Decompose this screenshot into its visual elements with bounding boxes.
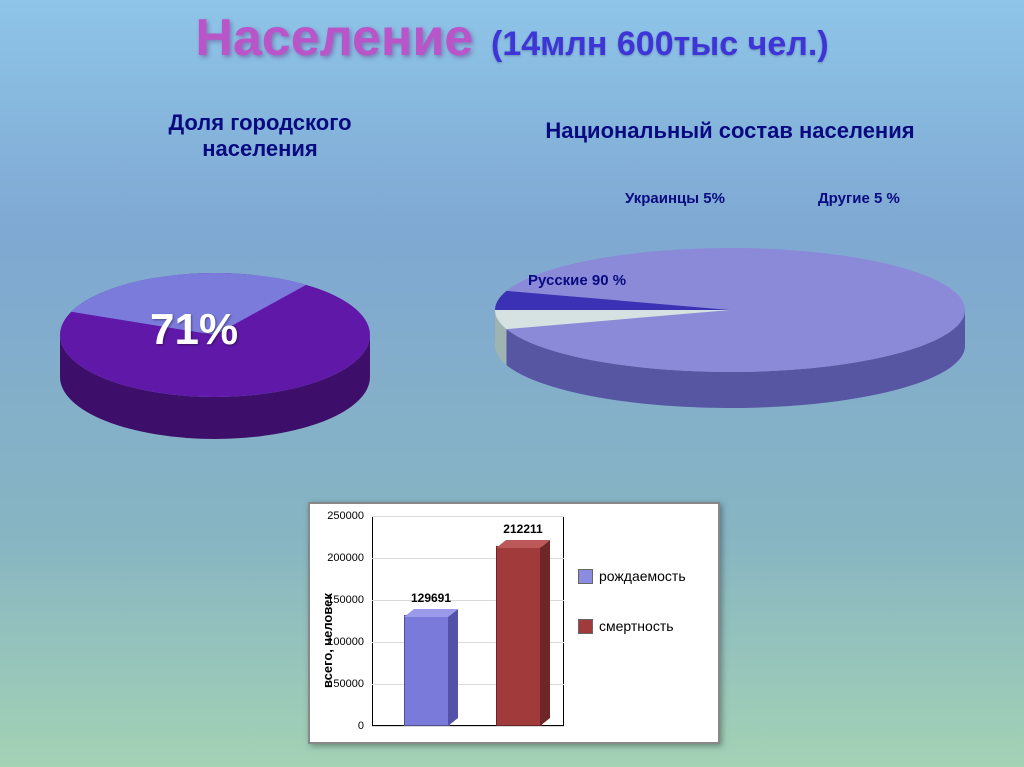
- ethnic-composition-pie-chart: [493, 246, 967, 410]
- y-tick-label: 250000: [320, 510, 364, 522]
- bar-value-label: 212211: [503, 522, 542, 536]
- ethnic-slice-label: Русские 90 %: [528, 272, 626, 289]
- urban-share-percent-label: 71%: [150, 305, 238, 355]
- legend-swatch: [578, 569, 593, 584]
- legend-label: рождаемость: [599, 568, 686, 584]
- bar: [496, 540, 550, 726]
- page-title: Население: [195, 8, 473, 68]
- y-tick-label: 150000: [320, 594, 364, 606]
- bar: [404, 609, 458, 726]
- grid-line: [372, 516, 564, 517]
- y-tick-label: 0: [320, 720, 364, 732]
- urban-share-pie-chart: [58, 271, 372, 441]
- bar-legend: рождаемость смертность: [578, 568, 686, 668]
- grid-line: [372, 726, 564, 727]
- ethnic-composition-chart-title: Национальный состав населения: [500, 118, 960, 144]
- legend-label: смертность: [599, 618, 674, 634]
- legend-item: рождаемость: [578, 568, 686, 584]
- y-tick-label: 200000: [320, 552, 364, 564]
- bar-plot-area: 129691 212211: [372, 516, 564, 726]
- y-tick-label: 50000: [320, 678, 364, 690]
- ethnic-slice-label: Украинцы 5%: [625, 190, 725, 207]
- y-tick-label: 100000: [320, 636, 364, 648]
- header: Население (14млн 600тыс чел.): [0, 8, 1024, 68]
- legend-swatch: [578, 619, 593, 634]
- ethnic-slice-label: Другие 5 %: [818, 190, 900, 207]
- page-subtitle: (14млн 600тыс чел.): [491, 25, 829, 64]
- birth-death-bar-chart: 129691212211 всего, человек рождаемостьс…: [308, 502, 720, 744]
- legend-item: смертность: [578, 618, 686, 634]
- bar-value-label: 129691: [411, 591, 451, 605]
- urban-share-chart-title: Доля городского населения: [120, 110, 400, 163]
